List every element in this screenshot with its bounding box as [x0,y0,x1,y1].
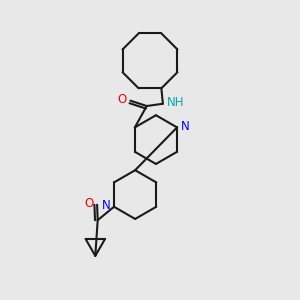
Text: N: N [181,120,189,133]
Text: O: O [118,93,127,106]
Text: N: N [102,199,110,212]
Text: NH: NH [167,96,184,110]
Text: O: O [84,197,94,210]
